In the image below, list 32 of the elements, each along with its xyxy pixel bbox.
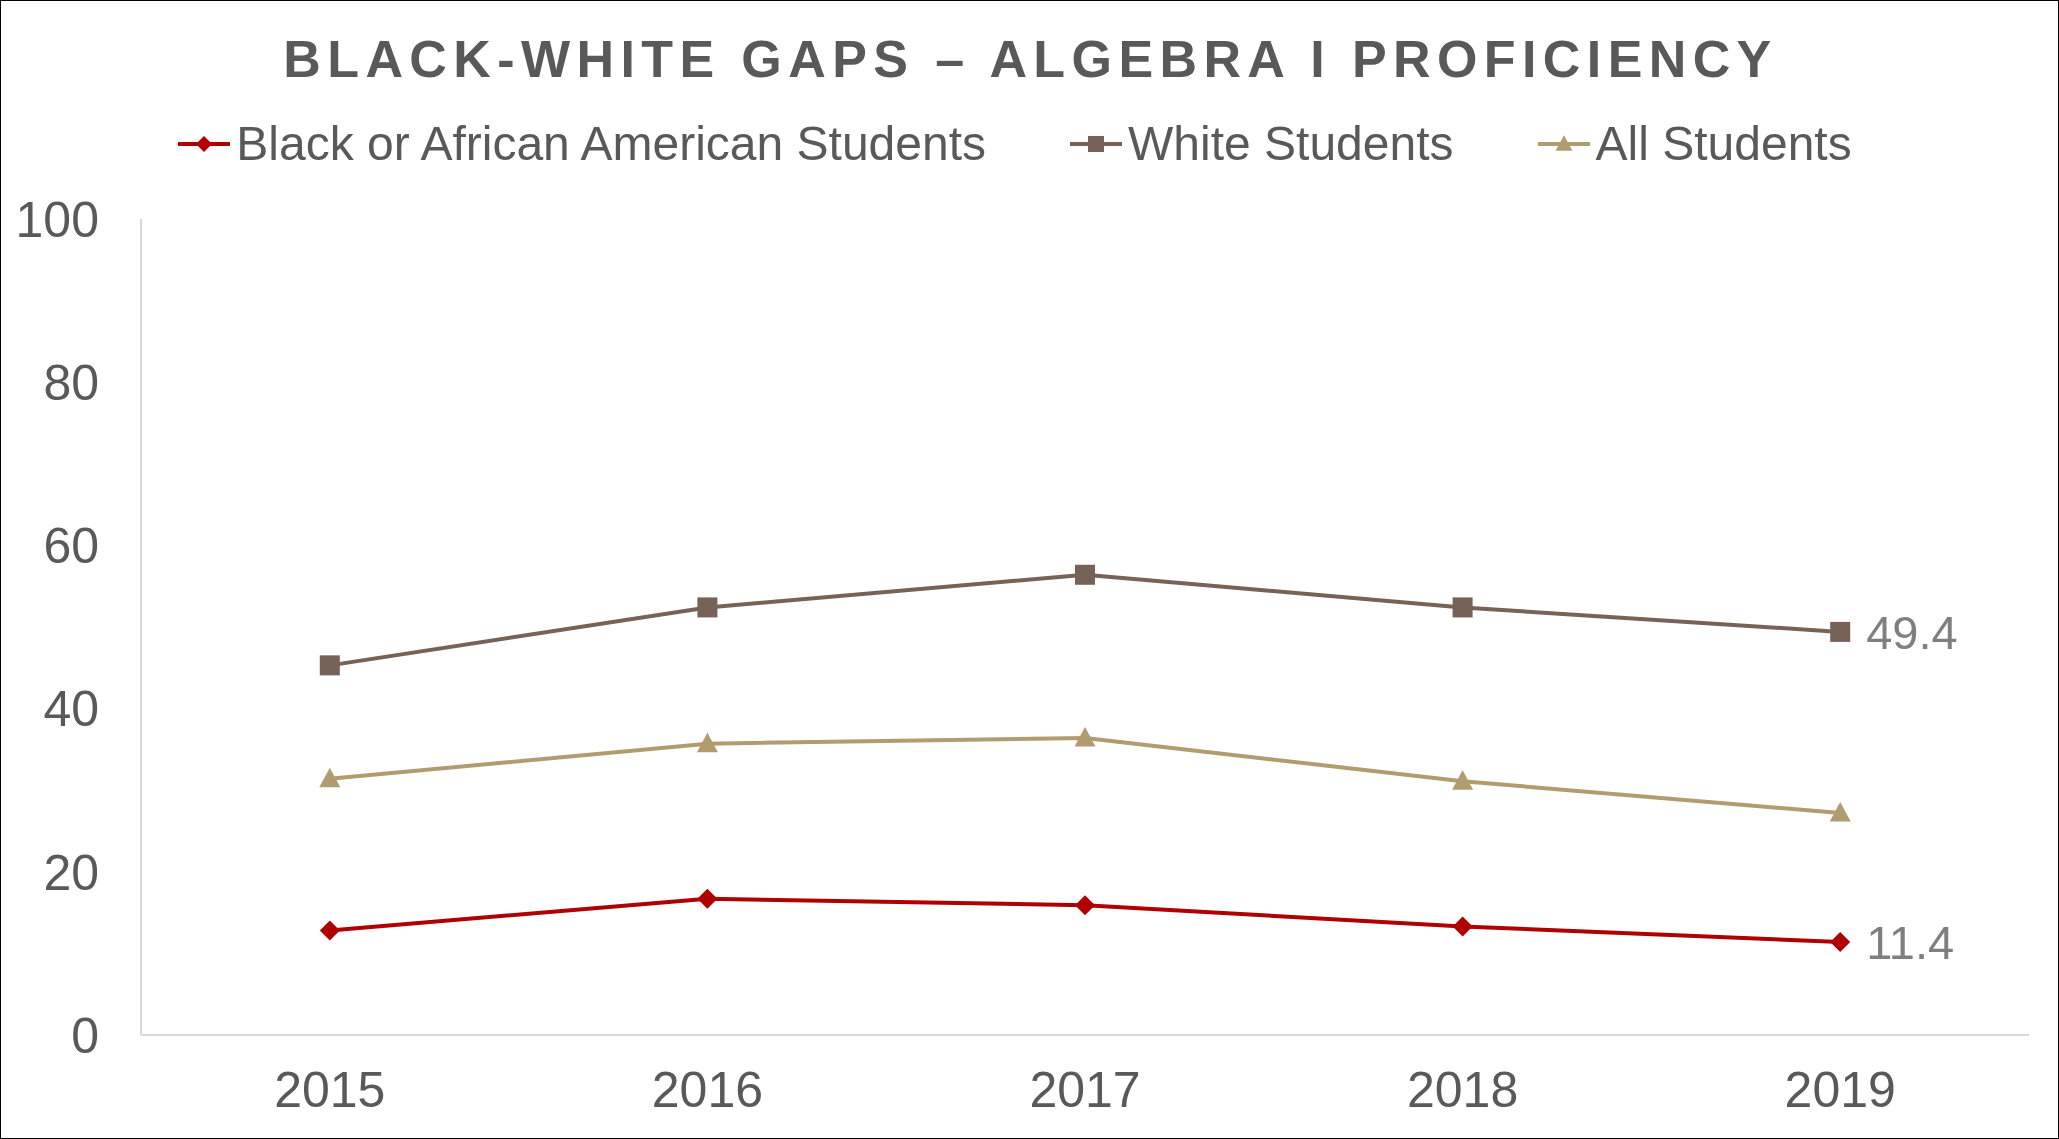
- point: [1829, 802, 1851, 822]
- point: [1830, 931, 1851, 952]
- legend-label: Black or African American Students: [236, 117, 987, 171]
- x-tick-label: 2019: [1784, 1061, 1896, 1118]
- y-tick-label: 100: [15, 191, 99, 248]
- x-tick-label: 2018: [1406, 1061, 1519, 1118]
- point: [1830, 621, 1851, 642]
- x-tick-label: 2017: [1029, 1061, 1141, 1118]
- point: [1075, 895, 1095, 916]
- point: [319, 767, 341, 788]
- legend-label: White Students: [1128, 117, 1454, 171]
- chart-title: BLACK-WHITE GAPS – ALGEBRA I PROFICIENCY: [282, 29, 1779, 90]
- data-label: 11.4: [1866, 915, 1955, 969]
- y-tick-label: 40: [43, 681, 99, 738]
- point: [1074, 726, 1096, 747]
- point: [696, 732, 718, 753]
- x-tick-label: 2016: [651, 1061, 764, 1118]
- data-label: 49.4: [1866, 605, 1958, 659]
- point: [319, 920, 340, 941]
- y-tick-label: 80: [43, 354, 99, 411]
- point: [1452, 916, 1473, 937]
- point: [319, 655, 340, 676]
- x-tick-label: 2015: [274, 1061, 386, 1118]
- y-tick-label: 0: [71, 1007, 99, 1064]
- point: [1075, 564, 1095, 585]
- point: [697, 888, 718, 909]
- y-tick-label: 20: [43, 844, 99, 901]
- point: [1452, 597, 1473, 618]
- point: [697, 597, 718, 618]
- legend-label: All Students: [1595, 117, 1852, 171]
- point: [1452, 770, 1474, 790]
- y-tick-label: 60: [43, 518, 99, 575]
